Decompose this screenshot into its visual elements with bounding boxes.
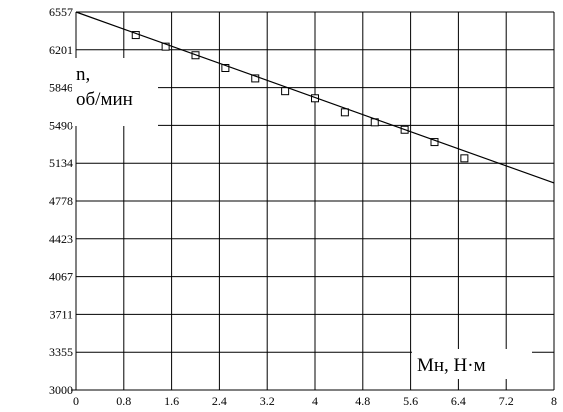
x-tick-label: 0.8 [116,394,131,408]
y-tick-label: 5134 [49,156,73,170]
y-tick-label: 6557 [49,5,73,19]
x-tick-labels: 0 0.8 1.6 2.4 3.2 4 4.8 5.6 6.4 7.2 8 [73,394,557,408]
x-tick-label: 6.4 [451,394,466,408]
y-tick-label: 3000 [49,383,73,397]
y-tick-label: 4423 [49,232,73,246]
series-layer [75,11,555,184]
x-tick-label: 2.4 [212,394,227,408]
x-tick-label: 0 [73,394,79,408]
x-axis-label: Мн, Н·м [417,355,486,376]
x-tick-label: 1.6 [164,394,179,408]
x-tick-label: 5.6 [403,394,418,408]
y-axis-label-line2: об/мин [76,89,133,110]
x-label-box [412,349,532,379]
data-point [460,154,469,163]
data-point [340,108,349,117]
y-tick-label: 5846 [49,81,73,95]
y-tick-labels: 3000 3355 3711 4067 4423 4778 5134 5490 5846 6201… [49,5,73,397]
x-tick-label: 4.8 [355,394,370,408]
y-tick-label: 4067 [49,270,73,284]
y-axis-label-line1: n, [76,64,90,85]
x-tick-label: 8 [551,394,557,408]
trend-line [75,11,555,184]
y-tick-label: 3711 [49,307,73,321]
data-point [161,42,170,51]
y-tick-label: 5490 [49,118,73,132]
x-tick-label: 4 [312,394,318,408]
x-tick-label: 3.2 [260,394,275,408]
data-point [251,74,260,83]
y-tick-label: 4778 [49,194,73,208]
y-tick-label: 6201 [49,43,73,57]
x-tick-label: 7.2 [499,394,514,408]
y-label-box [72,58,158,126]
data-point [221,64,230,73]
data-point [281,87,290,96]
y-tick-label: 3355 [49,345,73,359]
